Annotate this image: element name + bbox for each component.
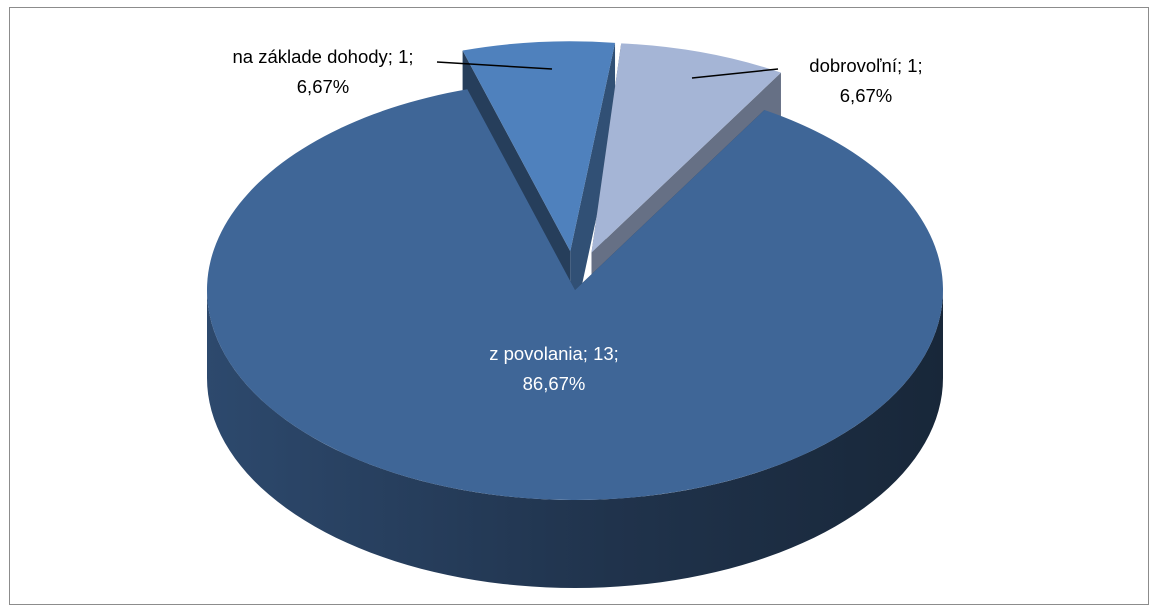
data-label-na-zaklade-dohody: na základe dohody; 1; 6,67% bbox=[232, 46, 413, 97]
leader-line-na-zaklade-dohody bbox=[436, 61, 553, 70]
slice-z-povolania-rim bbox=[207, 290, 943, 588]
data-label-z-povolania-line-2: 86,67% bbox=[523, 373, 586, 394]
data-label-na-zaklade-dohody-line-1: na základe dohody; 1; bbox=[232, 46, 413, 67]
slice-na-zaklade-dohody-wall-end bbox=[570, 42, 616, 340]
slice-na-zaklade-dohody-top bbox=[462, 41, 616, 252]
data-label-z-povolania: z povolania; 13; 86,67% bbox=[489, 343, 619, 394]
data-label-z-povolania-line-1: z povolania; 13; bbox=[489, 343, 619, 364]
data-label-dobrovolni-line-1: dobrovoľní; 1; bbox=[809, 55, 922, 76]
data-label-dobrovolni-line-2: 6,67% bbox=[840, 85, 892, 106]
slice-dobrovolni-top bbox=[591, 43, 781, 253]
leader-line-dobrovolni bbox=[691, 68, 779, 79]
data-label-na-zaklade-dohody-line-2: 6,67% bbox=[297, 76, 349, 97]
data-label-dobrovolni: dobrovoľní; 1; 6,67% bbox=[809, 55, 922, 106]
slice-z-povolania-top bbox=[207, 89, 944, 500]
slice-z-povolania bbox=[207, 89, 944, 588]
